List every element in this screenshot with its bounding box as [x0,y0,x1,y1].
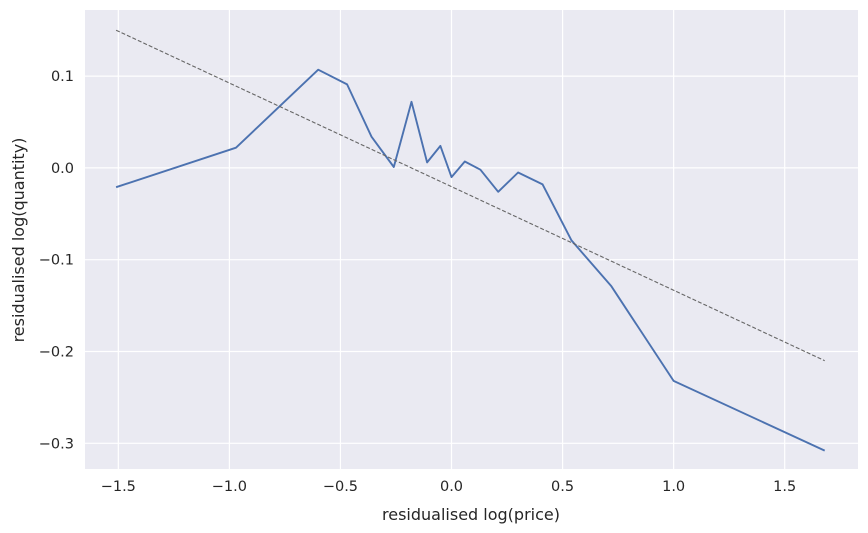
y-tick-label: −0.1 [39,253,74,269]
x-tick-label: 0.5 [551,479,574,495]
x-tick-label: −1.0 [212,479,247,495]
x-tick-label: −0.5 [323,479,358,495]
y-axis-label: residualised log(quantity) [9,138,28,343]
data-line [115,68,826,452]
y-tick-label: −0.3 [39,436,74,452]
series-layer [115,29,826,452]
fit-line [115,29,825,362]
x-tick-label: 1.5 [773,479,796,495]
plot-background [85,10,858,469]
y-tick-labels: 0.1 0.0 −0.1 −0.2 −0.3 [39,69,74,452]
horizontal-gridlines [85,75,858,444]
y-tick-label: 0.1 [51,69,74,85]
x-tick-label: 0.0 [440,479,463,495]
x-tick-label: 1.0 [662,479,685,495]
x-tick-labels: −1.5 −1.0 −0.5 0.0 0.5 1.0 1.5 [101,479,797,495]
y-tick-label: −0.2 [39,344,74,360]
vertical-gridlines [117,10,786,469]
y-tick-label: 0.0 [51,161,74,177]
x-axis-label: residualised log(price) [382,505,560,524]
x-tick-label: −1.5 [101,479,136,495]
